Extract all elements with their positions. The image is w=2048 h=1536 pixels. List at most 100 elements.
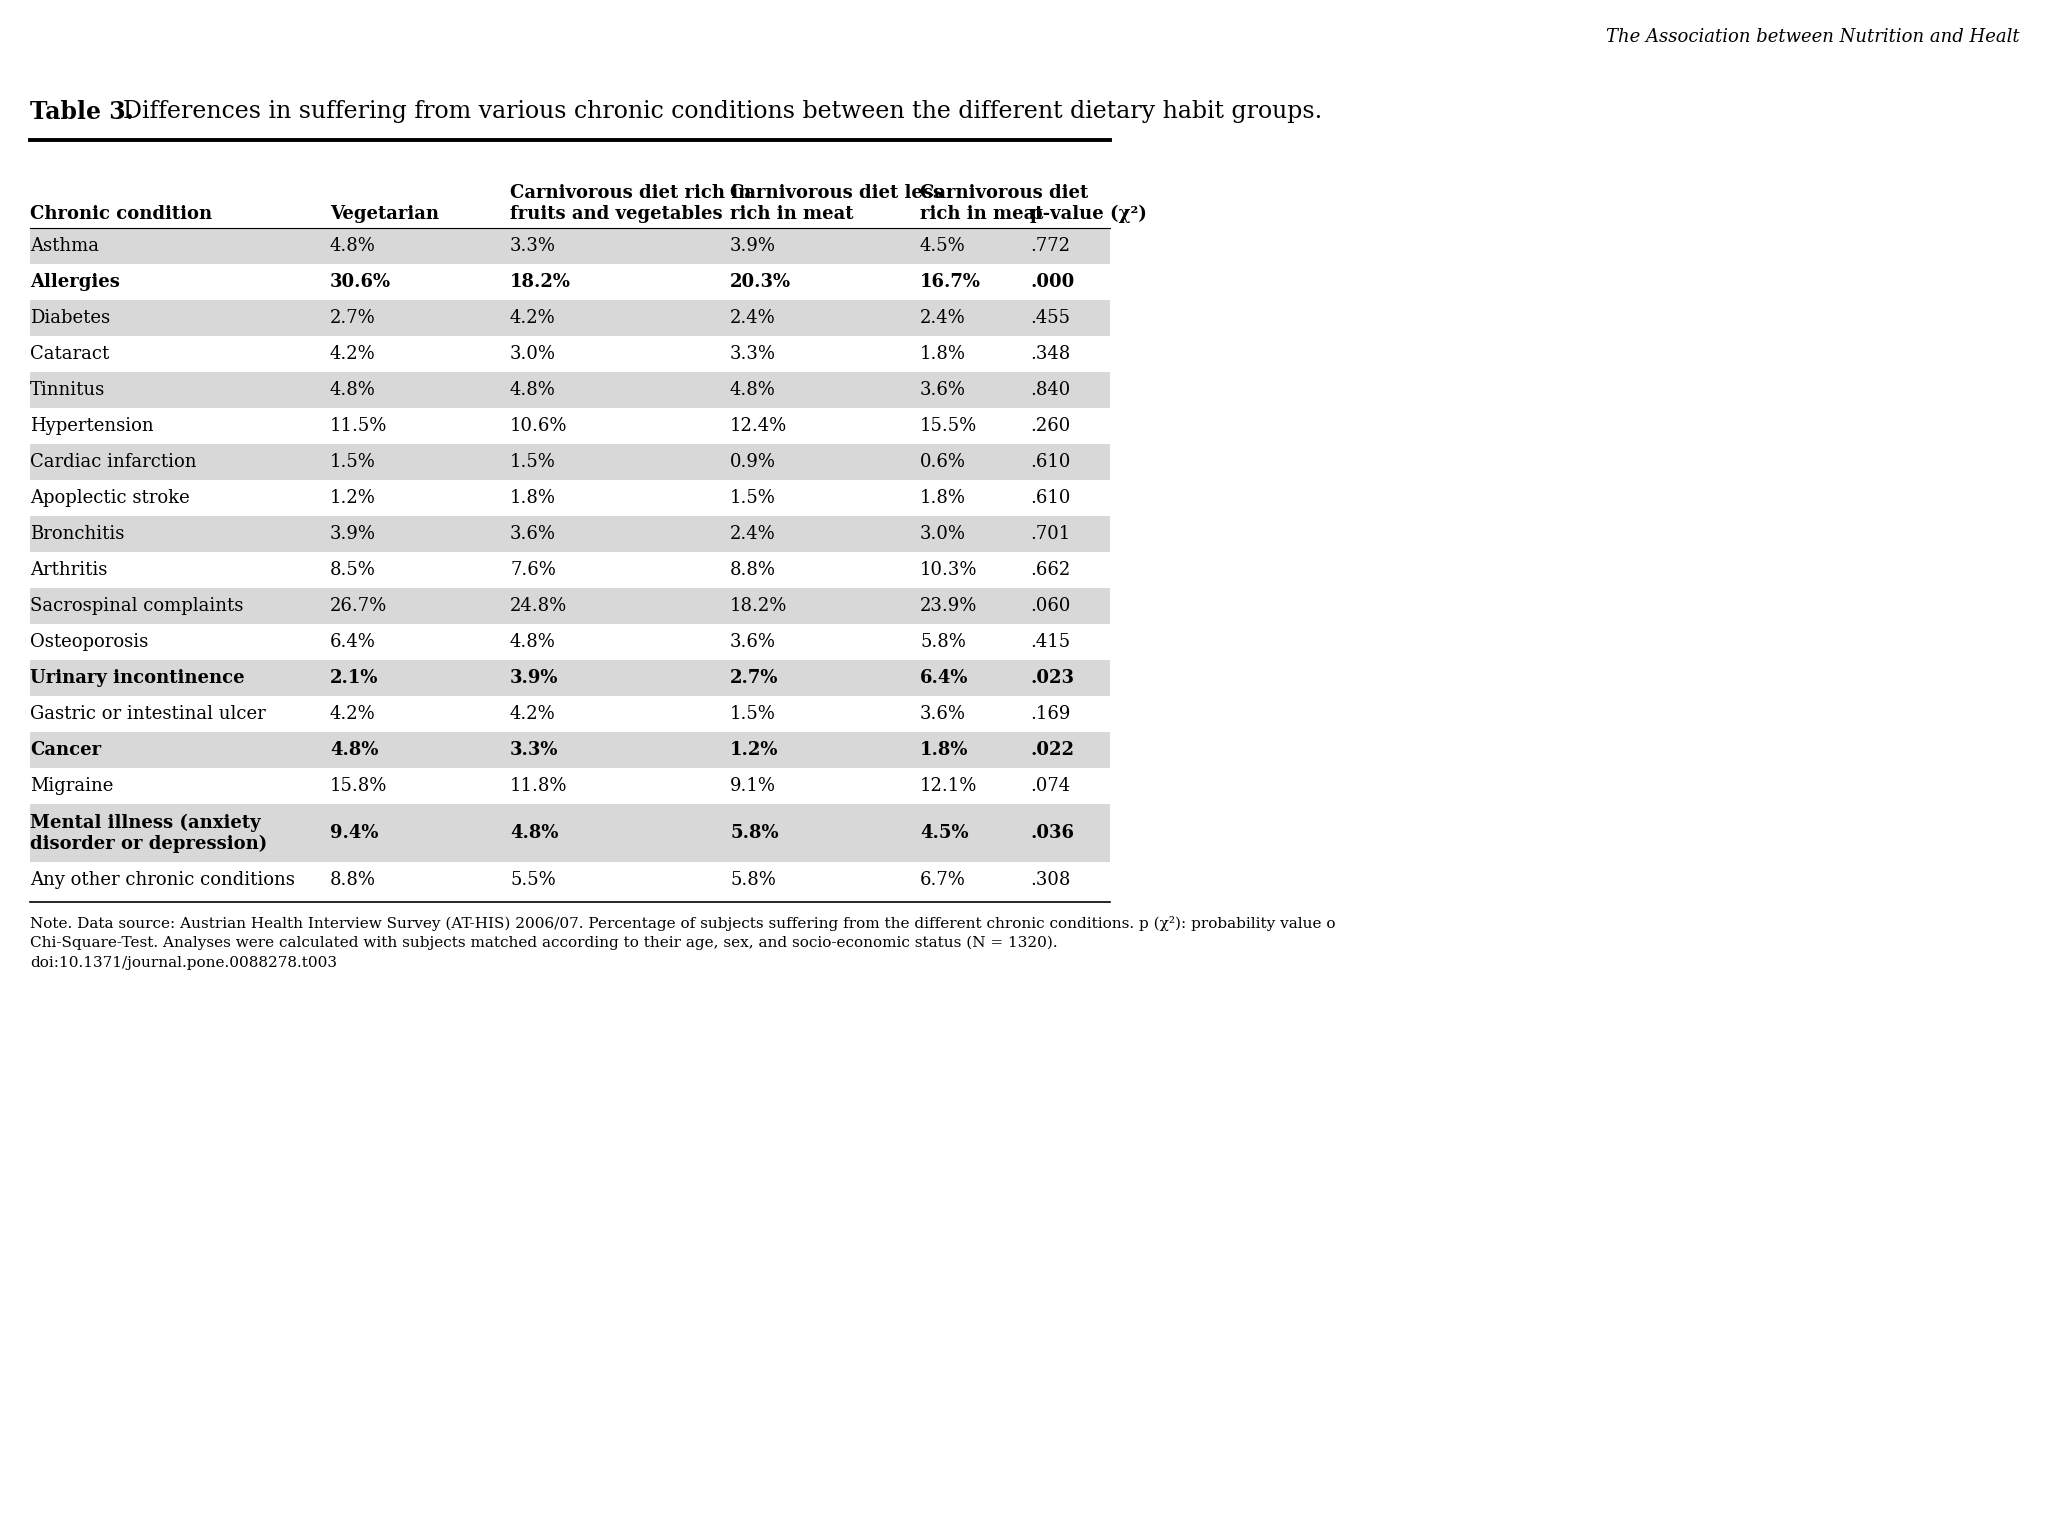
Text: 5.8%: 5.8% (729, 823, 778, 842)
Text: 4.2%: 4.2% (330, 346, 375, 362)
Text: Migraine: Migraine (31, 777, 113, 796)
Text: 3.0%: 3.0% (920, 525, 967, 544)
Bar (31, 588, 1110, 624)
Text: .060: .060 (1030, 598, 1071, 614)
Text: Tinnitus: Tinnitus (31, 381, 104, 399)
Text: 6.4%: 6.4% (920, 670, 969, 687)
Text: 1.2%: 1.2% (330, 488, 377, 507)
Text: 9.4%: 9.4% (330, 823, 379, 842)
Text: 7.6%: 7.6% (510, 561, 555, 579)
Text: 2.7%: 2.7% (729, 670, 778, 687)
Text: Chronic condition: Chronic condition (31, 204, 213, 223)
Text: 3.3%: 3.3% (729, 346, 776, 362)
Bar (31, 516, 1110, 551)
Text: .074: .074 (1030, 777, 1071, 796)
Text: Any other chronic conditions: Any other chronic conditions (31, 871, 295, 889)
Text: 2.1%: 2.1% (330, 670, 379, 687)
Text: 3.6%: 3.6% (729, 633, 776, 651)
Text: 18.2%: 18.2% (729, 598, 786, 614)
Text: 3.6%: 3.6% (920, 381, 967, 399)
Text: Table 3.: Table 3. (31, 100, 133, 124)
Text: Carnivorous diet less
rich in meat: Carnivorous diet less rich in meat (729, 184, 944, 223)
Text: 8.8%: 8.8% (330, 871, 377, 889)
Text: 1.8%: 1.8% (510, 488, 555, 507)
Text: Asthma: Asthma (31, 237, 98, 255)
Text: 2.4%: 2.4% (729, 309, 776, 327)
Text: 1.5%: 1.5% (330, 453, 377, 472)
Text: 4.8%: 4.8% (330, 237, 377, 255)
Text: 4.8%: 4.8% (330, 381, 377, 399)
Text: p-value (χ²): p-value (χ²) (1030, 204, 1147, 223)
Text: 9.1%: 9.1% (729, 777, 776, 796)
Text: .308: .308 (1030, 871, 1071, 889)
Text: Differences in suffering from various chronic conditions between the different d: Differences in suffering from various ch… (123, 100, 1323, 123)
Text: 0.6%: 0.6% (920, 453, 967, 472)
Text: Carnivorous diet
rich in meat: Carnivorous diet rich in meat (920, 184, 1087, 223)
Text: 11.5%: 11.5% (330, 416, 387, 435)
Text: 26.7%: 26.7% (330, 598, 387, 614)
Text: .000: .000 (1030, 273, 1075, 290)
Text: 4.5%: 4.5% (920, 823, 969, 842)
Text: .415: .415 (1030, 633, 1071, 651)
Text: Apoplectic stroke: Apoplectic stroke (31, 488, 190, 507)
Text: .662: .662 (1030, 561, 1071, 579)
Text: 30.6%: 30.6% (330, 273, 391, 290)
Text: 2.7%: 2.7% (330, 309, 375, 327)
Text: Allergies: Allergies (31, 273, 121, 290)
Text: .701: .701 (1030, 525, 1071, 544)
Text: 12.1%: 12.1% (920, 777, 977, 796)
Text: .348: .348 (1030, 346, 1071, 362)
Text: The Association between Nutrition and Healt: The Association between Nutrition and He… (1606, 28, 2019, 46)
Text: 8.5%: 8.5% (330, 561, 377, 579)
Text: 2.4%: 2.4% (729, 525, 776, 544)
Text: Cancer: Cancer (31, 740, 100, 759)
Text: 3.3%: 3.3% (510, 237, 555, 255)
Text: .169: .169 (1030, 705, 1071, 723)
Text: 4.8%: 4.8% (510, 633, 555, 651)
Text: .772: .772 (1030, 237, 1069, 255)
Text: doi:10.1371/journal.pone.0088278.t003: doi:10.1371/journal.pone.0088278.t003 (31, 955, 338, 971)
Bar (31, 372, 1110, 409)
Text: 10.6%: 10.6% (510, 416, 567, 435)
Text: 11.8%: 11.8% (510, 777, 567, 796)
Text: 4.2%: 4.2% (510, 705, 555, 723)
Text: 1.8%: 1.8% (920, 488, 967, 507)
Text: Chi-Square-Test. Analyses were calculated with subjects matched according to the: Chi-Square-Test. Analyses were calculate… (31, 935, 1057, 951)
Text: 6.7%: 6.7% (920, 871, 967, 889)
Text: .610: .610 (1030, 453, 1071, 472)
Text: 4.2%: 4.2% (510, 309, 555, 327)
Text: 4.8%: 4.8% (330, 740, 379, 759)
Text: 1.8%: 1.8% (920, 740, 969, 759)
Text: 18.2%: 18.2% (510, 273, 571, 290)
Bar (31, 227, 1110, 264)
Bar (31, 660, 1110, 696)
Text: 3.6%: 3.6% (510, 525, 555, 544)
Text: Hypertension: Hypertension (31, 416, 154, 435)
Text: 10.3%: 10.3% (920, 561, 977, 579)
Text: 5.8%: 5.8% (920, 633, 967, 651)
Text: 23.9%: 23.9% (920, 598, 977, 614)
Text: 3.0%: 3.0% (510, 346, 555, 362)
Text: 3.9%: 3.9% (729, 237, 776, 255)
Text: Sacrospinal complaints: Sacrospinal complaints (31, 598, 244, 614)
Text: 3.9%: 3.9% (330, 525, 377, 544)
Text: .455: .455 (1030, 309, 1069, 327)
Text: 15.5%: 15.5% (920, 416, 977, 435)
Text: 3.9%: 3.9% (510, 670, 559, 687)
Text: 1.2%: 1.2% (729, 740, 778, 759)
Text: 15.8%: 15.8% (330, 777, 387, 796)
Text: 6.4%: 6.4% (330, 633, 377, 651)
Text: 20.3%: 20.3% (729, 273, 791, 290)
Text: 1.5%: 1.5% (510, 453, 555, 472)
Text: 16.7%: 16.7% (920, 273, 981, 290)
Text: 2.4%: 2.4% (920, 309, 967, 327)
Text: 4.8%: 4.8% (729, 381, 776, 399)
Text: 3.3%: 3.3% (510, 740, 559, 759)
Text: 4.8%: 4.8% (510, 381, 555, 399)
Text: 12.4%: 12.4% (729, 416, 786, 435)
Text: .840: .840 (1030, 381, 1071, 399)
Text: 1.5%: 1.5% (729, 705, 776, 723)
Bar (31, 444, 1110, 479)
Text: 8.8%: 8.8% (729, 561, 776, 579)
Text: 1.8%: 1.8% (920, 346, 967, 362)
